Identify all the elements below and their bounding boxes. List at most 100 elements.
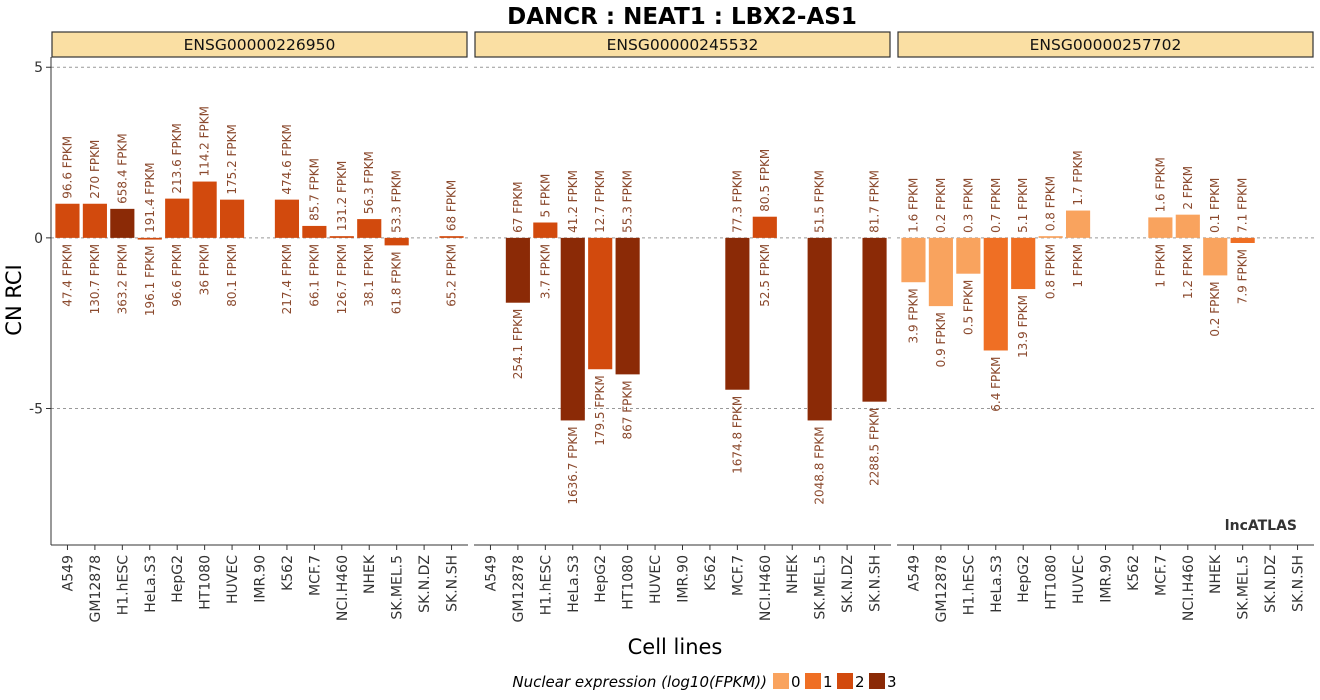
bar-label-lower: 1 FPKM [1153, 244, 1167, 288]
bar-label-lower: 0.2 FPKM [1208, 281, 1222, 336]
bar [1203, 237, 1228, 276]
x-tick-label: SK.N.DZ [1263, 555, 1279, 613]
bar [219, 199, 245, 238]
bar-label-upper: 1.6 FPKM [1153, 157, 1167, 212]
bar [901, 237, 926, 283]
x-tick-label: K562 [280, 555, 296, 591]
bar-label-lower: 179.5 FPKM [593, 375, 607, 446]
bar-label-upper: 56.3 FPKM [362, 151, 376, 214]
bar [165, 198, 190, 238]
bar [862, 237, 887, 402]
bar-label-upper: 80.5 FPKM [758, 149, 772, 212]
bar-label-lower: 3.7 FPKM [538, 244, 552, 299]
bar-label-upper: 0.7 FPKM [989, 178, 1003, 233]
legend-swatch [773, 673, 789, 689]
bar-label-lower: 867 FPKM [621, 380, 635, 439]
bar [983, 237, 1008, 351]
facet-strip-label: ENSG00000257702 [1030, 36, 1182, 54]
bar-label-upper: 191.4 FPKM [143, 162, 157, 233]
bar-label-upper: 5 FPKM [538, 174, 552, 218]
x-tick-label: H1.hESC [115, 555, 131, 615]
bar-label-lower: 47.4 FPKM [60, 244, 74, 307]
bar-label-lower: 2288.5 FPKM [868, 408, 882, 486]
bar-label-lower: 80.1 FPKM [225, 244, 239, 307]
bar-label-lower: 1 FPKM [1071, 244, 1085, 288]
bar-label-lower: 65.2 FPKM [445, 244, 459, 307]
legend-item-label: 3 [887, 673, 897, 691]
bar-label-upper: 53.3 FPKM [390, 170, 404, 233]
y-tick-label: 0 [34, 231, 43, 247]
x-tick-label: A549 [60, 555, 76, 591]
bar [1038, 236, 1063, 238]
legend-item-label: 0 [791, 673, 801, 691]
x-tick-label: SK.MEL.5 [813, 555, 829, 620]
bar-label-lower: 1674.8 FPKM [730, 396, 744, 474]
chart-title: DANCR : NEAT1 : LBX2-AS1 [507, 4, 857, 30]
x-tick-label: NHEK [1208, 554, 1224, 594]
bar [725, 237, 750, 390]
bar-label-upper: 7.1 FPKM [1236, 178, 1250, 233]
bar [439, 236, 464, 238]
bar-label-lower: 217.4 FPKM [280, 244, 294, 315]
bar-label-lower: 1636.7 FPKM [566, 426, 580, 504]
facet-panel: ENSG00000226950 A549 96.6 FPKM 47.4 FPKM GM1… [50, 31, 468, 622]
x-tick-label: K562 [703, 555, 719, 591]
bar-label-lower: 96.6 FPKM [170, 244, 184, 307]
x-tick-label: SK.N.SH [868, 555, 884, 612]
bar-label-lower: 13.9 FPKM [1016, 295, 1030, 358]
bar [357, 219, 382, 238]
x-axis-title: Cell lines [628, 635, 723, 659]
bar-label-upper: 658.4 FPKM [115, 133, 129, 204]
legend: Nuclear expression (log10(FPKM)) 0 1 2 3 [512, 673, 897, 691]
bar [329, 236, 354, 238]
x-tick-label: SK.N.DZ [840, 555, 856, 613]
x-tick-label: HT1080 [1044, 555, 1060, 610]
bar-label-upper: 0.8 FPKM [1044, 176, 1058, 231]
bar-label-upper: 12.7 FPKM [593, 170, 607, 233]
bar-label-upper: 68 FPKM [445, 180, 459, 231]
x-tick-label: MCF.7 [307, 555, 323, 596]
x-tick-label: GM12878 [934, 555, 950, 622]
x-tick-label: NHEK [362, 554, 378, 594]
x-tick-label: HUVEC [1071, 555, 1087, 604]
facet-panel: ENSG00000257702 A549 1.6 FPKM 3.9 FPKM GM128… [897, 31, 1314, 622]
bar-label-upper: 5.1 FPKM [1016, 178, 1030, 233]
bar [1148, 217, 1173, 238]
x-tick-label: GM12878 [88, 555, 104, 622]
bar [55, 203, 80, 238]
bar-label-lower: 130.7 FPKM [88, 244, 102, 315]
x-tick-label: HeLa.S3 [143, 555, 159, 613]
legend-swatch [805, 673, 821, 689]
x-tick-label: NCI.H460 [758, 555, 774, 621]
x-tick-label: NCI.H460 [1181, 555, 1197, 621]
bar-label-upper: 0.3 FPKM [961, 178, 975, 233]
x-tick-label: SK.N.DZ [417, 555, 433, 613]
x-tick-label: HepG2 [1016, 555, 1032, 603]
bar-label-upper: 0.1 FPKM [1208, 178, 1222, 233]
x-tick-label: SK.MEL.5 [390, 555, 406, 620]
bar-label-lower: 52.5 FPKM [758, 244, 772, 307]
bar [505, 237, 530, 303]
bar-label-lower: 0.5 FPKM [961, 280, 975, 335]
legend-title: Nuclear expression (log10(FPKM)) [512, 673, 767, 691]
plot-area: 5 0 -5 ENSG00000226950 A549 96.6 FPKM 47.4 FPK… [29, 31, 1314, 622]
x-tick-label: A549 [483, 555, 499, 591]
x-tick-label: HT1080 [198, 555, 214, 610]
legend-item-label: 2 [855, 673, 865, 691]
bar-label-upper: 41.2 FPKM [566, 170, 580, 233]
bar-label-upper: 131.2 FPKM [335, 161, 349, 232]
bar-label-upper: 2 FPKM [1181, 166, 1195, 210]
bar-label-upper: 213.6 FPKM [170, 123, 184, 194]
bar [807, 237, 832, 421]
x-tick-label: H1.hESC [961, 555, 977, 615]
x-tick-label: SK.N.SH [445, 555, 461, 612]
x-tick-label: H1.hESC [538, 555, 554, 615]
y-tick-label: -5 [29, 401, 43, 417]
bar-label-upper: 114.2 FPKM [198, 106, 212, 177]
x-tick-label: IMR.90 [1099, 555, 1115, 603]
bar [1011, 237, 1036, 290]
bar-label-upper: 1.6 FPKM [906, 178, 920, 233]
x-tick-label: K562 [1126, 555, 1142, 591]
x-tick-label: GM12878 [511, 555, 527, 622]
bar-label-upper: 51.5 FPKM [813, 170, 827, 233]
